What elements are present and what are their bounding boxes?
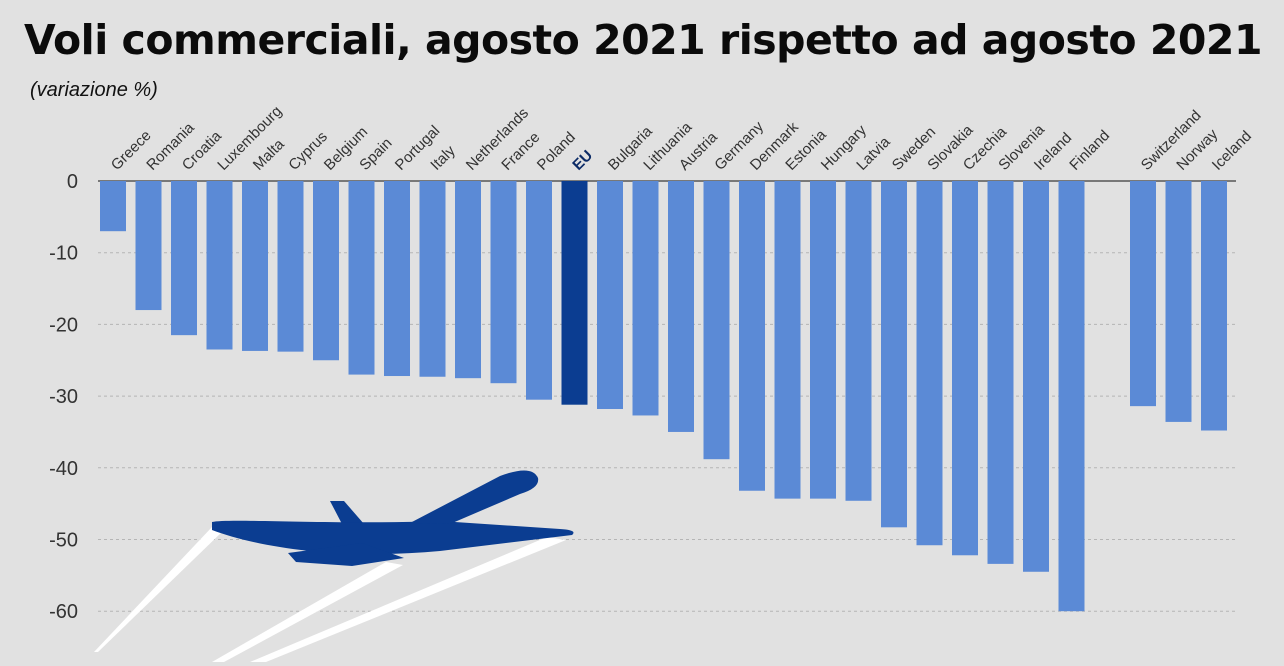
y-tick-0: 0 xyxy=(67,171,78,193)
bar-switzerland xyxy=(1130,181,1156,407)
bar-cyprus xyxy=(277,181,304,352)
bar-norway xyxy=(1165,181,1192,422)
bar-belgium xyxy=(313,181,339,361)
x-label-cyprus: Cyprus xyxy=(285,128,331,174)
bar-poland xyxy=(526,181,552,400)
bar-portugal xyxy=(384,181,410,377)
bar-slovakia xyxy=(916,181,943,546)
bar-malta xyxy=(242,181,268,351)
bar-eu xyxy=(561,181,588,405)
x-label-eu: EU xyxy=(569,147,596,174)
chart-subtitle: (variazione %) xyxy=(30,79,158,101)
bar-sweden xyxy=(881,181,907,528)
bar-bulgaria xyxy=(597,181,623,410)
bar-iceland xyxy=(1201,181,1227,431)
chart-title: Voli commerciali, agosto 2021 rispetto a… xyxy=(24,16,1262,64)
bars xyxy=(100,181,1227,612)
bar-croatia xyxy=(171,181,197,336)
y-tick--40: -40 xyxy=(49,458,78,480)
bar-lithuania xyxy=(632,181,659,416)
bar-finland xyxy=(1058,181,1085,612)
x-label-poland: Poland xyxy=(534,129,579,174)
bar-spain xyxy=(348,181,375,375)
bar-slovenia xyxy=(987,181,1014,564)
x-label-italy: Italy xyxy=(427,142,459,174)
y-tick--50: -50 xyxy=(49,530,78,552)
bar-latvia xyxy=(845,181,872,501)
bar-italy xyxy=(419,181,446,377)
bar-germany xyxy=(703,181,730,460)
y-tick--60: -60 xyxy=(49,601,78,623)
airplane-icon xyxy=(94,470,574,662)
bar-ireland xyxy=(1023,181,1049,572)
bar-romania xyxy=(135,181,162,311)
bar-estonia xyxy=(774,181,801,499)
category-labels: GreeceRomaniaCroatiaLuxembourgMaltaCypru… xyxy=(108,103,1255,174)
y-tick--20: -20 xyxy=(49,314,78,336)
bar-hungary xyxy=(810,181,836,499)
bar-france xyxy=(490,181,517,384)
bar-denmark xyxy=(739,181,765,491)
y-tick--30: -30 xyxy=(49,386,78,408)
bar-czechia xyxy=(952,181,978,556)
x-label-finland: Finland xyxy=(1066,127,1113,174)
y-tick--10: -10 xyxy=(49,243,78,265)
bar-luxembourg xyxy=(206,181,233,350)
y-axis: 0 -10 -20 -30 -40 -50 -60 xyxy=(49,171,78,623)
bar-netherlands xyxy=(455,181,481,379)
bar-greece xyxy=(100,181,126,232)
bar-austria xyxy=(668,181,694,432)
